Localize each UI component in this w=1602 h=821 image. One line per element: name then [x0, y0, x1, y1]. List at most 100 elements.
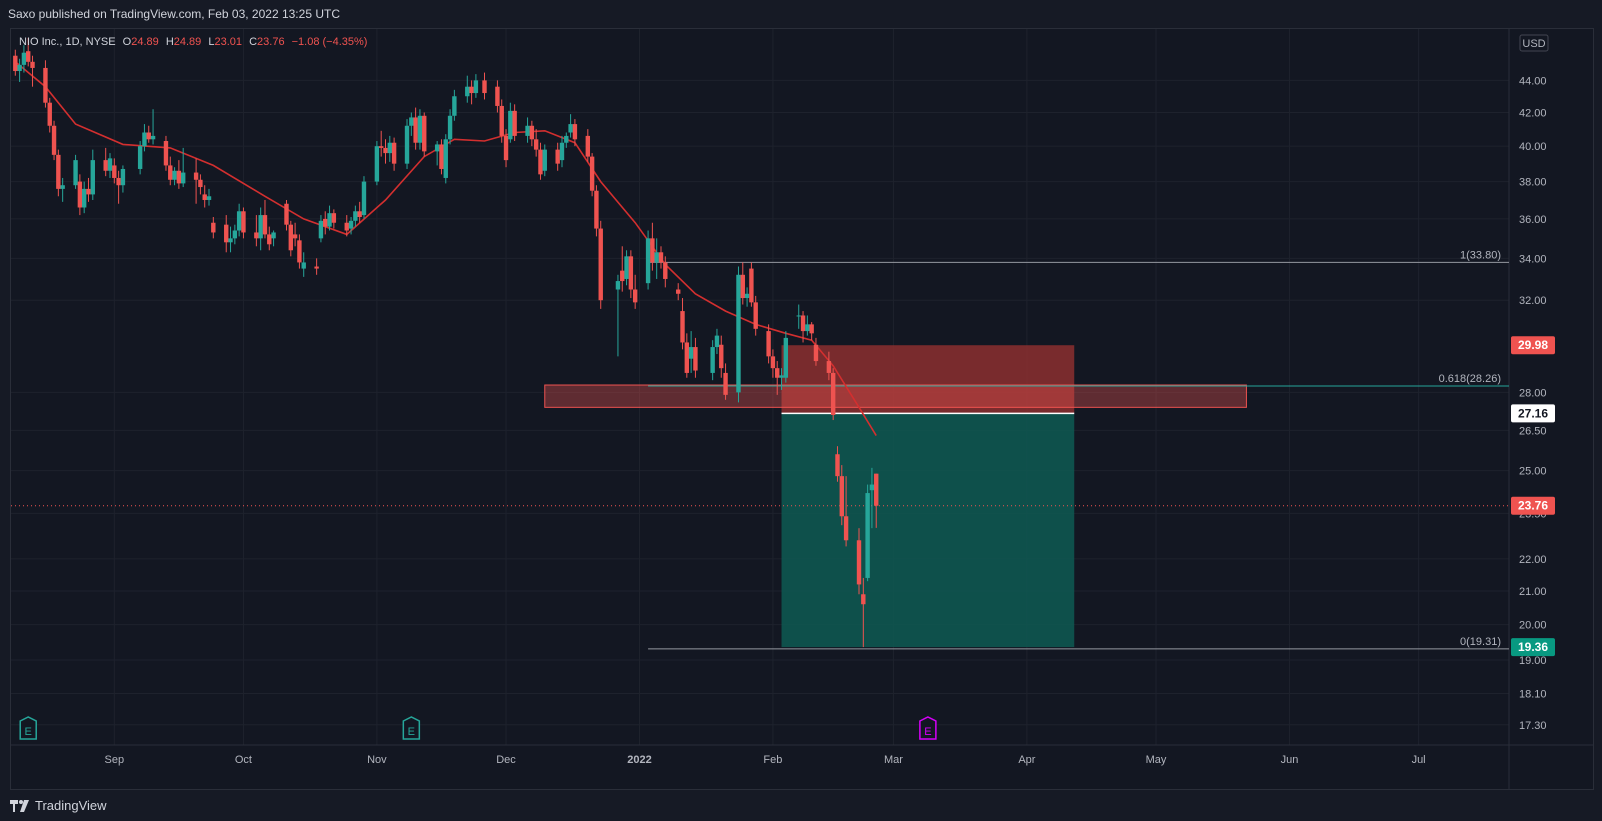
candle	[796, 304, 801, 329]
candle	[404, 119, 410, 169]
candle	[693, 337, 698, 378]
candle-body	[572, 124, 578, 140]
candle	[650, 222, 655, 271]
candle	[482, 72, 487, 100]
candle-body	[800, 315, 806, 332]
candle	[254, 215, 259, 247]
candle	[198, 174, 203, 195]
price-axis-label-text: 27.16	[1518, 406, 1548, 420]
candle	[620, 246, 625, 292]
price-axis-label-box	[1511, 336, 1555, 355]
candle-body	[749, 268, 754, 303]
candle-body	[297, 240, 302, 263]
brand-name: TradingView	[35, 798, 107, 813]
candle-body	[378, 146, 384, 148]
candle-body	[193, 172, 199, 180]
candle	[180, 147, 186, 188]
candle-body	[865, 493, 870, 578]
candle-body	[826, 361, 832, 373]
candle	[663, 256, 668, 288]
candle-body	[60, 185, 65, 189]
candle-body	[228, 238, 233, 243]
candle-body	[318, 220, 324, 239]
candle-body	[568, 124, 573, 133]
earnings-marker[interactable]: E	[402, 716, 421, 740]
candle-body	[499, 105, 504, 136]
candle	[120, 165, 126, 193]
candle	[564, 132, 569, 148]
candle-body	[422, 115, 427, 152]
candle	[830, 368, 836, 421]
low-value: 23.01	[214, 36, 243, 48]
candle-body	[779, 375, 784, 378]
candle	[861, 577, 866, 648]
earnings-label: E	[25, 726, 32, 738]
candle	[594, 185, 599, 237]
candle-body	[254, 232, 259, 239]
candle-body	[77, 181, 83, 208]
price-axis-label-box	[1511, 638, 1555, 657]
candle	[598, 220, 603, 309]
candle	[292, 222, 298, 247]
chart-panel[interactable]: 1(33.80)0.618(28.26)0(19.31)EEE48.0044.0…	[10, 28, 1594, 790]
candle	[805, 315, 810, 336]
candle-body	[103, 160, 108, 171]
price-tick-label: 21.00	[1519, 586, 1547, 598]
candle-body	[267, 234, 272, 245]
candle-body	[719, 344, 724, 369]
candle	[654, 238, 659, 279]
candle-body	[585, 135, 591, 157]
candle	[495, 80, 500, 113]
candle	[17, 58, 22, 82]
candle-body	[559, 142, 565, 161]
candle-body	[766, 331, 771, 357]
candle-body	[645, 238, 651, 284]
candle	[344, 215, 349, 237]
candle	[387, 135, 393, 162]
candle	[107, 153, 113, 178]
time-tick-label: Mar	[884, 754, 903, 766]
fib-level-label: 1(33.80)	[1460, 249, 1501, 261]
candle	[645, 230, 651, 290]
candle-body	[861, 594, 866, 605]
candle	[559, 135, 565, 168]
change-value: −1.08 (−4.35%)	[291, 36, 368, 48]
price-chart[interactable]: 1(33.80)0.618(28.26)0(19.31)EEE48.0044.0…	[11, 29, 1593, 789]
tradingview-logo[interactable]: TradingView	[10, 798, 107, 813]
earnings-marker[interactable]: E	[919, 716, 937, 740]
candle	[21, 45, 27, 73]
candle-body	[620, 270, 625, 282]
candle-body	[770, 356, 776, 369]
candle-body	[73, 160, 78, 186]
candle	[391, 137, 397, 171]
candle-body	[775, 368, 780, 378]
candle-body	[417, 115, 423, 143]
candle	[589, 153, 595, 197]
candle-body	[650, 238, 655, 263]
candle	[176, 160, 182, 189]
candle	[512, 104, 517, 142]
candle	[361, 176, 367, 219]
candle	[499, 99, 504, 143]
candle	[529, 120, 535, 147]
symbol-name[interactable]: NIO Inc., 1D, NYSE	[19, 36, 116, 48]
earnings-marker[interactable]: E	[19, 716, 37, 740]
stop-loss-zone	[781, 345, 1075, 414]
earnings-label: E	[924, 726, 931, 738]
publisher-bar: Saxo published on TradingView.com, Feb 0…	[0, 0, 1602, 28]
publisher-text: Saxo published on TradingView.com, Feb 0…	[8, 7, 340, 21]
candle	[572, 119, 578, 147]
candle	[615, 274, 621, 357]
price-tick-label: 32.00	[1519, 295, 1547, 307]
candle-body	[680, 311, 685, 343]
candle-body	[598, 228, 603, 301]
candle-body	[835, 454, 840, 477]
candle	[146, 125, 151, 143]
candle	[383, 139, 388, 164]
candle-body	[51, 125, 57, 155]
candle-body	[740, 274, 745, 299]
candle	[874, 473, 879, 528]
candle-body	[26, 51, 31, 62]
candle	[103, 147, 108, 177]
candle-body	[361, 181, 367, 216]
